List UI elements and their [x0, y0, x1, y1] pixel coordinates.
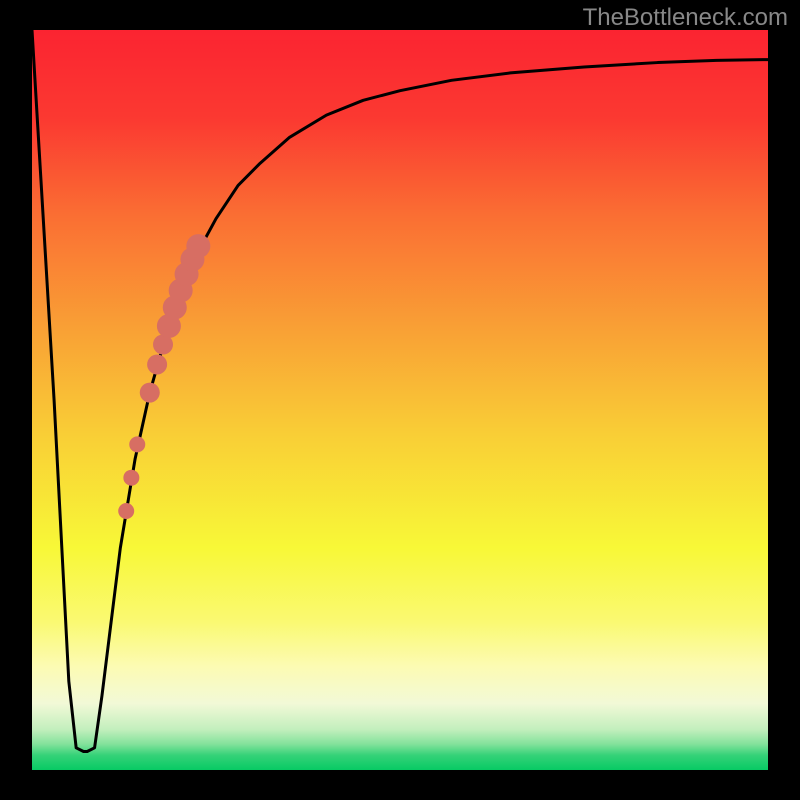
overlay-dot	[118, 503, 134, 519]
overlay-dot	[186, 234, 210, 258]
overlay-dot	[147, 354, 167, 374]
overlay-dot	[140, 383, 160, 403]
gradient-background	[32, 30, 768, 770]
overlay-dot	[123, 470, 139, 486]
plot-area	[32, 30, 768, 770]
chart-container: TheBottleneck.com	[0, 0, 800, 800]
overlay-dot	[129, 436, 145, 452]
plot-svg	[32, 30, 768, 770]
watermark-text: TheBottleneck.com	[583, 4, 788, 32]
